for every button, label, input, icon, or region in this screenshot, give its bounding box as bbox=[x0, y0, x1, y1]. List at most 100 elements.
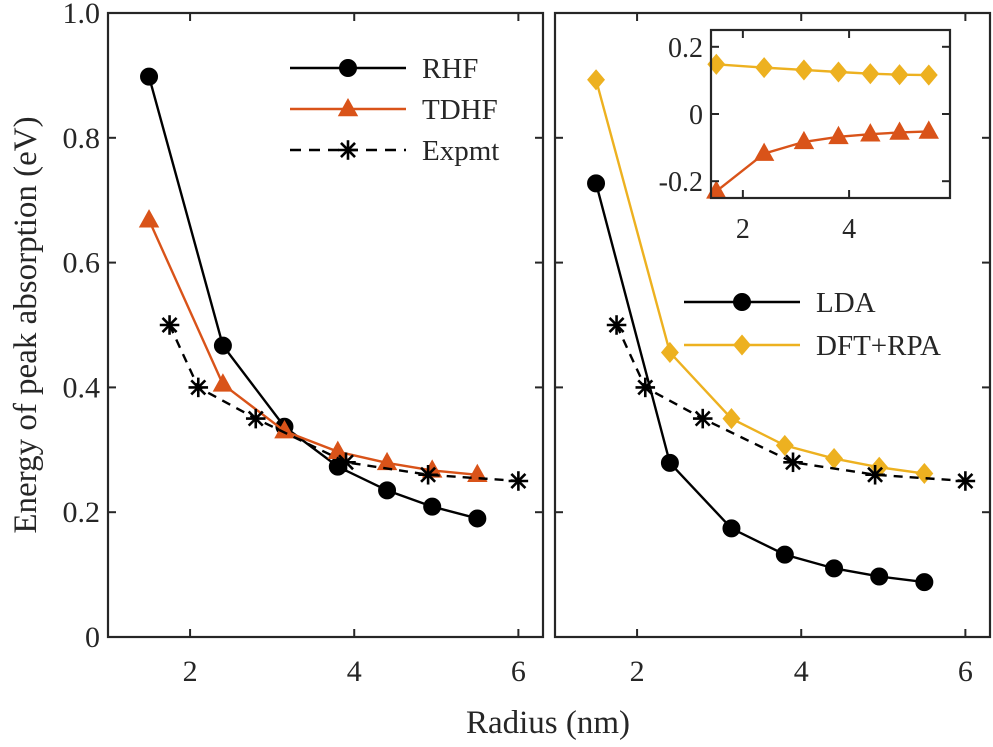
left-legend-label: TDHF bbox=[422, 94, 498, 126]
asterisk-stroke bbox=[338, 454, 354, 471]
left-series-2-point bbox=[508, 471, 529, 491]
inset-xtick-label: 2 bbox=[736, 214, 750, 245]
left-xtick-label: 4 bbox=[347, 655, 362, 688]
asterisk-stroke bbox=[785, 454, 801, 471]
left-xtick-label: 2 bbox=[183, 655, 198, 688]
left-ytick-label: 0 bbox=[85, 621, 100, 654]
inset-series-0-point bbox=[794, 59, 813, 81]
left-series-0-point bbox=[468, 509, 487, 528]
inset-series-0-point bbox=[861, 63, 880, 85]
right-series-0-point bbox=[775, 545, 794, 564]
left-ytick-label: 0.4 bbox=[63, 371, 101, 404]
inset-background bbox=[711, 30, 950, 198]
right-series-0-point bbox=[660, 453, 679, 472]
right-axes-box bbox=[553, 11, 992, 639]
left-ytick-label: 0.6 bbox=[63, 247, 101, 280]
right-series-1-point bbox=[775, 434, 794, 456]
inset-series-0-point bbox=[919, 64, 938, 86]
left-ytick-label: 1.0 bbox=[63, 0, 101, 30]
inset-series-1-point bbox=[918, 120, 939, 139]
right-series-1-point bbox=[825, 447, 844, 470]
left-series-1-point bbox=[212, 373, 234, 392]
right-series-0-point bbox=[825, 559, 844, 578]
right-legend-marker bbox=[733, 334, 751, 356]
right-series-1-point bbox=[660, 341, 679, 364]
asterisk-stroke bbox=[190, 379, 207, 396]
right-series-2-point bbox=[865, 464, 885, 485]
right-series-0-point bbox=[722, 519, 741, 538]
asterisk-stroke bbox=[420, 466, 437, 483]
left-series-2-point bbox=[188, 377, 209, 398]
asterisk-stroke bbox=[957, 473, 974, 489]
left-series-0-point bbox=[213, 336, 232, 355]
inset-series-0-point bbox=[890, 64, 909, 86]
right-series-0-point bbox=[870, 567, 889, 586]
left-series-0-point bbox=[140, 67, 159, 86]
left-legend-marker bbox=[338, 140, 358, 160]
right-legend-label: DFT+RPA bbox=[816, 330, 941, 362]
left-plot bbox=[138, 67, 529, 528]
left-series-0-point bbox=[378, 481, 397, 500]
right-series-2-point bbox=[635, 377, 656, 398]
inset-series-1-point bbox=[889, 121, 910, 140]
left-ytick-label: 0.2 bbox=[63, 496, 101, 529]
y-axis-label: Energy of peak absorption (eV) bbox=[8, 116, 44, 533]
right-series-2-line bbox=[615, 324, 966, 483]
asterisk-stroke bbox=[340, 142, 356, 158]
right-plot bbox=[587, 69, 976, 592]
left-legend-entry-0: RHF bbox=[290, 53, 478, 85]
inset-series-1-point bbox=[793, 130, 815, 150]
right-series-2-point bbox=[783, 452, 803, 473]
asterisk-stroke bbox=[510, 473, 527, 489]
left-series-2-point bbox=[336, 452, 356, 473]
right-legend-entry-0: LDA bbox=[684, 287, 876, 319]
left-series-2-line bbox=[168, 324, 519, 483]
right-legend-label: LDA bbox=[816, 287, 876, 319]
left-series-0-point bbox=[423, 497, 442, 516]
left-ytick-label: 0.8 bbox=[63, 122, 101, 155]
right-xtick-label: 4 bbox=[794, 655, 809, 688]
right-series-2-point bbox=[955, 471, 976, 491]
left-series-2-point bbox=[159, 315, 180, 335]
left-legend-entry-1: TDHF bbox=[290, 94, 498, 126]
inset-ytick-label: 0 bbox=[689, 100, 703, 131]
left-xtick-label: 6 bbox=[511, 655, 526, 688]
right-series-0-point bbox=[915, 573, 934, 592]
inset-xtick-label: 4 bbox=[842, 214, 856, 245]
left-series-2-point bbox=[418, 464, 438, 485]
asterisk-stroke bbox=[247, 410, 264, 427]
right-series-2-point bbox=[606, 315, 627, 335]
left-legend-marker bbox=[339, 59, 357, 77]
left-legend-marker bbox=[337, 97, 359, 117]
right-series-2-point bbox=[692, 408, 713, 429]
right-series-0-point bbox=[587, 174, 606, 193]
right-series-1-point bbox=[587, 69, 606, 91]
asterisk-stroke bbox=[161, 317, 178, 333]
left-series-1-point bbox=[138, 209, 160, 228]
right-legend-marker bbox=[733, 293, 751, 311]
left-axes-box bbox=[106, 11, 545, 639]
left-legend-label: RHF bbox=[422, 53, 478, 85]
inset-ytick-label: -0.2 bbox=[659, 167, 703, 198]
left-legend-entry-2: Expmt bbox=[290, 135, 499, 167]
inset-series-0-point bbox=[829, 61, 848, 83]
asterisk-stroke bbox=[867, 466, 884, 483]
inset-series-1-point bbox=[753, 142, 775, 161]
asterisk-stroke bbox=[608, 317, 625, 333]
x-axis-label: Radius (nm) bbox=[466, 705, 630, 741]
asterisk-stroke bbox=[637, 379, 654, 396]
right-series-1-point bbox=[915, 462, 934, 485]
right-legend-entry-1: DFT+RPA bbox=[684, 330, 941, 362]
inset-series-1-point bbox=[860, 123, 881, 142]
right-series-1-point bbox=[722, 408, 741, 430]
inset-series-0-point bbox=[755, 57, 774, 79]
right-xtick-label: 2 bbox=[630, 655, 645, 688]
asterisk-stroke bbox=[694, 410, 711, 427]
left-series-2-point bbox=[245, 408, 266, 429]
right-xtick-label: 6 bbox=[958, 655, 973, 688]
inset-series-1-point bbox=[828, 125, 849, 145]
inset-ytick-label: 0.2 bbox=[668, 33, 703, 64]
left-legend-label: Expmt bbox=[422, 135, 499, 167]
